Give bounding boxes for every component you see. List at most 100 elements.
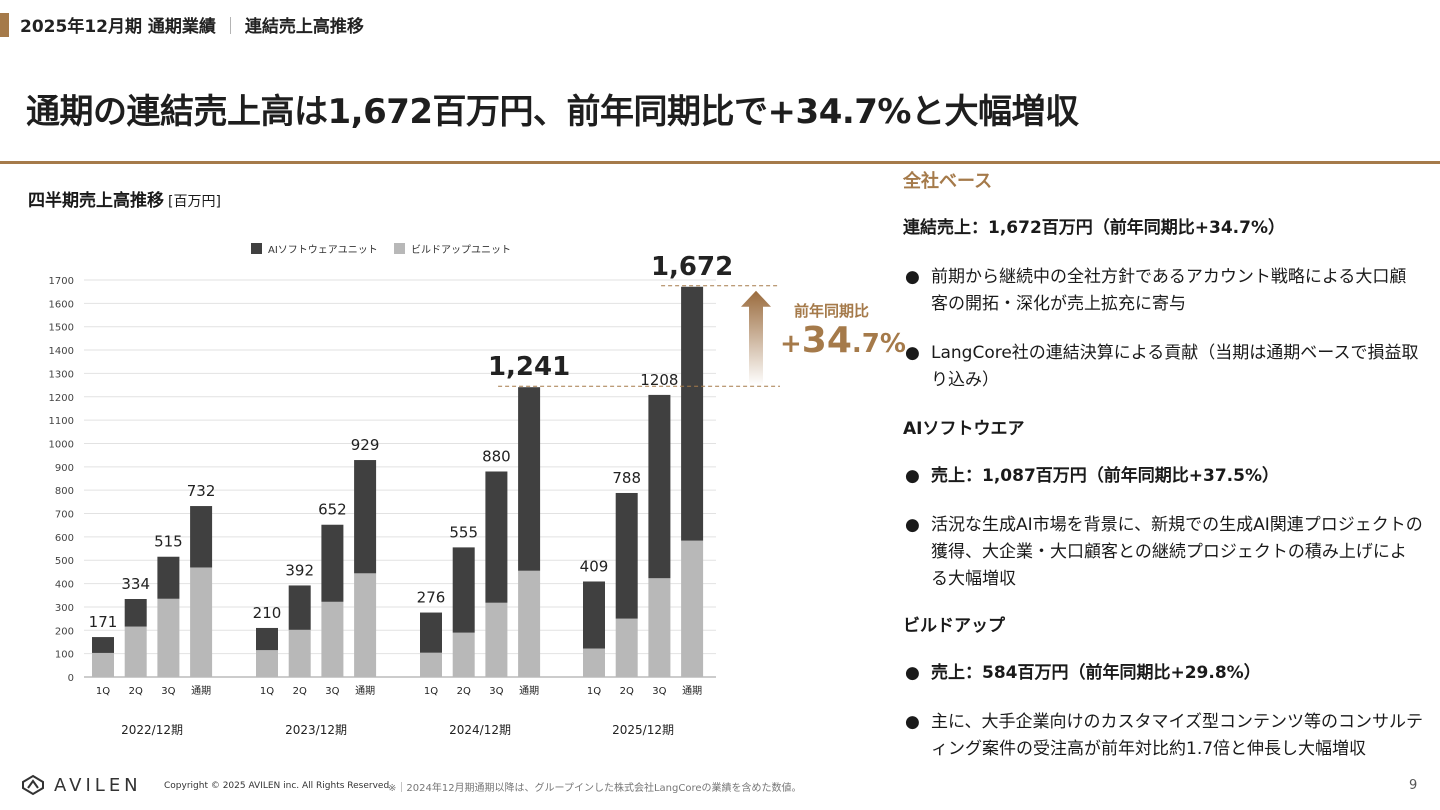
legend-swatch-build: [394, 243, 405, 254]
bar-ai-software: [92, 637, 114, 653]
bar-buildup: [420, 652, 442, 677]
bar-ai-software: [157, 556, 180, 599]
total-label: 880: [482, 447, 511, 465]
bar-ai-software: [420, 612, 442, 653]
bar-buildup: [485, 602, 508, 677]
bar-buildup: [321, 601, 344, 677]
bullet-text: 売上：584百万円（前年同期比+29.8%）: [931, 663, 1261, 683]
chart-heading-unit: [百万円]: [168, 194, 221, 210]
bullet-dot: ●: [905, 663, 920, 683]
bar-ai-software: [124, 599, 147, 627]
bar-buildup: [157, 598, 180, 677]
bullet-text: 前期から継続中の全社方針であるアカウント戦略による大口顧客の開拓・深化が売上拡充…: [931, 267, 1407, 314]
y-tick-label: 500: [55, 556, 74, 567]
group-label: 2025/12期: [612, 723, 674, 737]
group-label: 2023/12期: [285, 723, 347, 737]
x-tick-label: 通期: [682, 685, 702, 697]
bar-ai-software: [321, 524, 344, 602]
bar-ai-software: [190, 506, 213, 568]
total-label: 1208: [640, 371, 678, 389]
yoy-value: +34.7%: [780, 320, 906, 361]
y-tick-label: 300: [55, 603, 74, 614]
bullet-dot: ●: [905, 466, 920, 486]
total-label: 929: [351, 436, 380, 454]
yoy-label: 前年同期比: [794, 302, 870, 320]
bullet-text: 活況な生成AI市場を背景に、新規での生成AI関連プロジェクトの獲得、大企業・大口…: [931, 515, 1423, 589]
total-label: 171: [89, 613, 118, 631]
y-tick-label: 1400: [49, 346, 74, 357]
total-label: 334: [121, 575, 150, 593]
bar-ai-software: [452, 547, 475, 633]
y-tick-label: 0: [68, 673, 74, 684]
bullet-dot: ●: [905, 515, 920, 535]
y-tick-label: 400: [55, 580, 74, 591]
bullet-item: ● 売上：584百万円（前年同期比+29.8%）: [903, 660, 1423, 687]
bar-buildup: [124, 626, 147, 677]
bar-ai-software: [648, 394, 671, 579]
x-tick-label: 3Q: [652, 686, 666, 697]
group-label: 2022/12期: [121, 723, 183, 737]
bullet-text: 売上：1,087百万円（前年同期比+37.5%）: [931, 466, 1279, 486]
bar-buildup: [354, 573, 377, 677]
x-tick-label: 通期: [519, 685, 539, 697]
x-tick-label: 2Q: [293, 686, 307, 697]
bar-buildup: [288, 629, 311, 677]
page-number: 9: [1409, 778, 1418, 793]
header-period: 2025年12月期 通期業績: [20, 17, 216, 37]
x-tick-label: 1Q: [587, 686, 601, 697]
bar-buildup: [583, 648, 605, 677]
yoy-plus: +: [780, 329, 802, 359]
total-label: 652: [318, 501, 347, 519]
bar-buildup: [256, 650, 278, 677]
chart-heading: 四半期売上高推移 [百万円]: [28, 186, 221, 211]
logo-text: AVILEN: [54, 774, 142, 796]
y-tick-label: 1700: [49, 276, 74, 287]
total-label-highlight: 1,672: [651, 252, 733, 282]
y-tick-label: 200: [55, 626, 74, 637]
y-tick-label: 1100: [49, 416, 74, 427]
legend-swatch-ai: [251, 243, 262, 254]
bar-buildup: [648, 578, 671, 677]
bar-ai-software: [681, 286, 704, 541]
commentary-panel: 全社ベース 連結売上：1,672百万円（前年同期比+34.7%） ● 前期から継続…: [903, 168, 1423, 763]
section-build-title: ビルドアップ: [903, 616, 1005, 636]
x-tick-label: 2Q: [620, 686, 634, 697]
logo-mark-icon: [22, 774, 44, 796]
header-accent-bar: [0, 13, 9, 37]
bar-ai-software: [518, 387, 541, 571]
header-separator: ｜: [221, 17, 239, 37]
quarterly-revenue-chart: 0 100 200 300 400 500 600 700 800 900 1000 1100 1200…: [49, 243, 780, 737]
bar-buildup: [518, 570, 541, 677]
title-divider: [0, 161, 1440, 164]
bar-ai-software: [354, 460, 377, 574]
bullet-item: ● 活況な生成AI市場を背景に、新規での生成AI関連プロジェクトの獲得、大企業・大…: [903, 512, 1423, 593]
y-tick-label: 1300: [49, 369, 74, 380]
x-tick-label: 3Q: [161, 686, 175, 697]
yoy-main: 34: [801, 320, 852, 361]
total-label: 276: [417, 589, 446, 607]
footnote: ※｜2024年12月期通期以降は、グループインした株式会社LangCoreの業績…: [388, 783, 802, 794]
total-label: 555: [449, 523, 478, 541]
y-tick-label: 900: [55, 463, 74, 474]
y-tick-label: 100: [55, 650, 74, 661]
y-tick-label: 700: [55, 510, 74, 521]
x-tick-label: 通期: [191, 685, 211, 697]
bullet-item: ● LangCore社の連結決算による貢献（当期は通期ベースで損益取り込み）: [903, 340, 1423, 394]
bar-buildup: [92, 652, 114, 677]
section-header: 2025年12月期 通期業績｜連結売上高推移: [20, 12, 364, 37]
x-tick-label: 3Q: [325, 686, 339, 697]
bar-ai-software: [615, 492, 638, 619]
company-logo: AVILEN: [20, 774, 142, 796]
group-label: 2024/12期: [449, 723, 511, 737]
total-label: 788: [612, 469, 641, 487]
total-label: 732: [187, 482, 216, 500]
bar-ai-software: [485, 471, 508, 603]
growth-arrow-icon: [741, 290, 771, 386]
total-label-highlight: 1,241: [488, 352, 570, 382]
bullet-item: ● 主に、大手企業向けのカスタマイズ型コンテンツ等のコンサルティング案件の受注高が…: [903, 709, 1423, 763]
x-tick-label: 3Q: [489, 686, 503, 697]
x-tick-label: 2Q: [457, 686, 471, 697]
yoy-decimal: .7%: [851, 329, 906, 359]
copyright: Copyright © 2025 AVILEN inc. All Rights …: [164, 781, 390, 791]
total-label: 515: [154, 533, 183, 551]
